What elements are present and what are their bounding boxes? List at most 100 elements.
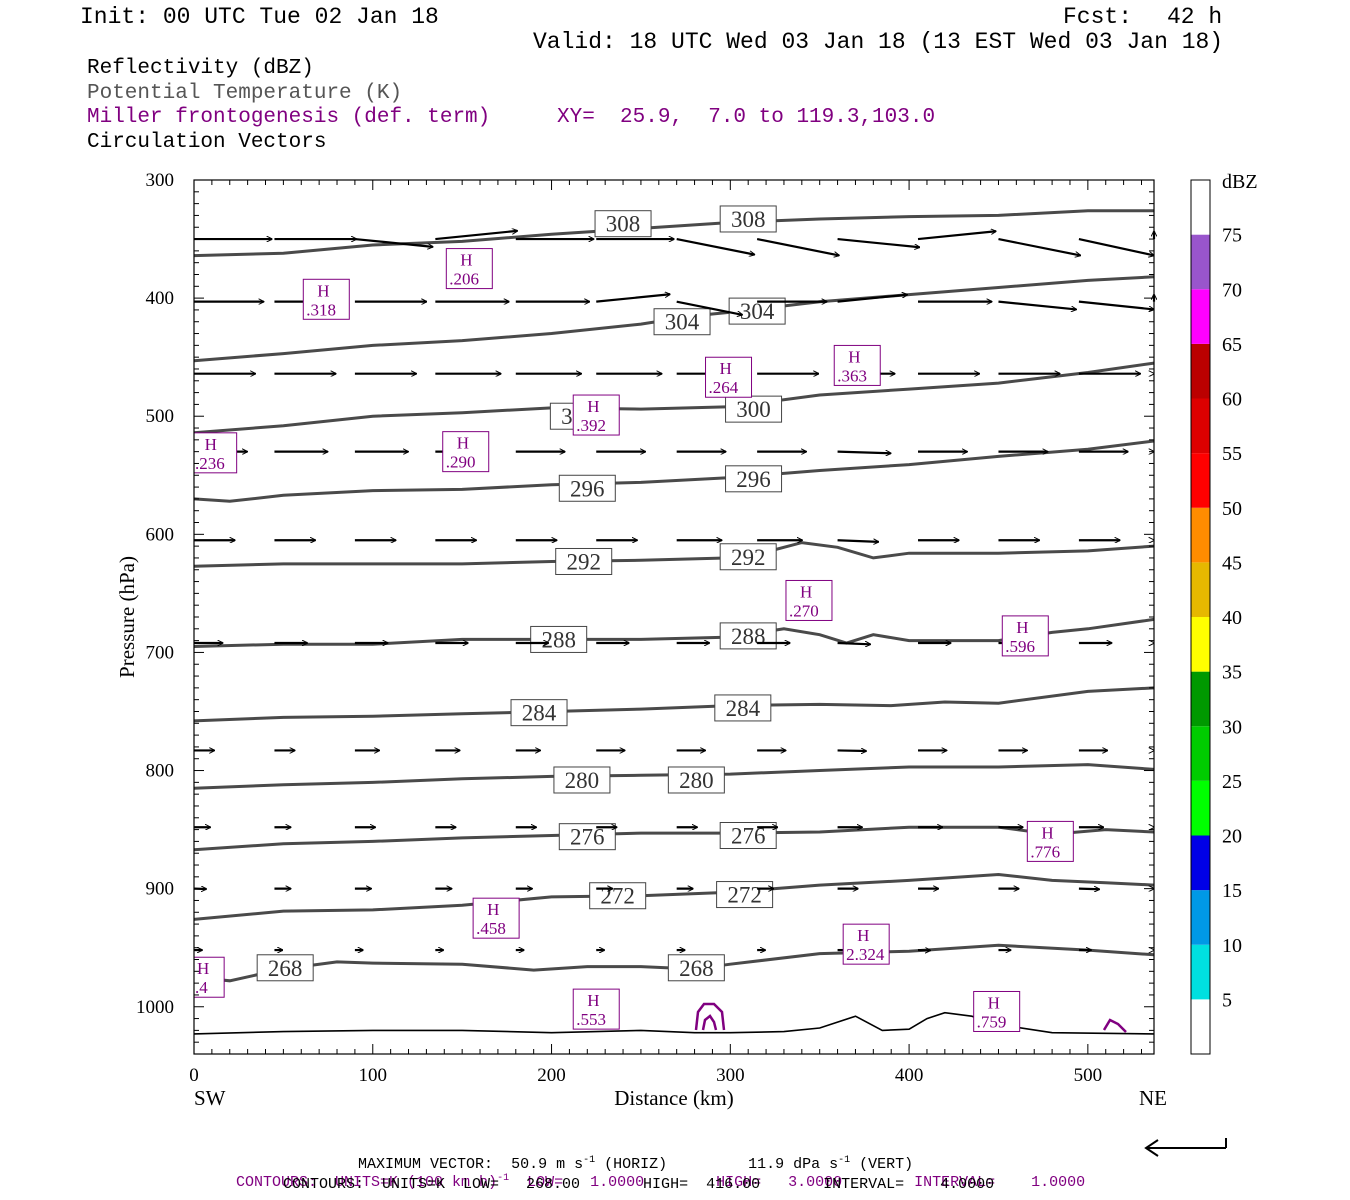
surface-contour: [1102, 1018, 1127, 1033]
fronto-contour-exp: -1: [497, 1173, 510, 1184]
theta-label: 284: [522, 701, 557, 726]
colorbar-label: 30: [1222, 716, 1242, 738]
x-tick-label: 200: [537, 1065, 566, 1086]
max-vector-vert-exp: -1: [838, 1155, 851, 1166]
colorbar-swatch: [1191, 780, 1210, 836]
theta-label-box: [716, 881, 774, 909]
fronto-max-value: .264: [709, 378, 739, 397]
fronto-contour-units: CONTOURS: UNITS=K (100 km h): [236, 1174, 498, 1191]
y-tick-label: 800: [146, 761, 175, 782]
fronto-max-marker: H: [317, 281, 329, 300]
fronto-max-marker: H: [988, 993, 1000, 1012]
max-vector-vert: 11.9 dPa s: [748, 1156, 839, 1173]
circulation-vector: [998, 237, 1080, 255]
theta-label: 296: [570, 476, 605, 501]
theta-label-box: [256, 954, 314, 982]
fronto-max-marker: H: [1016, 618, 1028, 637]
circulation-vector: [676, 237, 755, 255]
y-tick-label: 700: [146, 642, 175, 663]
theta-label-box: [558, 474, 616, 502]
valid-time: Valid: 18 UTC Wed 03 Jan 18 (13 EST Wed …: [533, 29, 1224, 55]
theta-label: 300: [736, 397, 771, 422]
fronto-max-value: .236: [195, 454, 225, 473]
dbz-colorbar: 5 10 15 20 25 30 35 40 45 50 55 60 65 70 75 dBZ: [1190, 171, 1258, 1055]
circulation-vector: [756, 237, 839, 255]
fronto-max-marker: H: [457, 434, 469, 453]
fronto-max-box: [785, 579, 833, 621]
colorbar-label: 50: [1222, 498, 1242, 520]
y-axis-label: Pressure (hPa): [115, 556, 139, 678]
circulation-vector: [837, 750, 867, 751]
theta-label: 268: [679, 956, 714, 981]
theta-label-box: [714, 694, 772, 722]
colorbar-swatch: [1191, 999, 1210, 1054]
colorbar-unit: dBZ: [1222, 171, 1258, 193]
theta-label-box: [530, 625, 588, 653]
legend-circulation-vectors: Circulation Vectors: [87, 131, 327, 154]
circulation-vector: [837, 540, 879, 542]
circulation-vector: [1078, 237, 1154, 255]
fronto-max-value: .596: [1005, 637, 1035, 656]
colorbar-label: 65: [1222, 334, 1242, 356]
max-vector-label: MAXIMUM VECTOR:: [358, 1156, 494, 1173]
legend-potential-temperature: Potential Temperature (K): [87, 82, 403, 105]
theta-contour-line: [193, 541, 1155, 568]
fronto-max-box: [833, 344, 881, 386]
max-vector-line: MAXIMUM VECTOR: 50.9 m s-1 (HORIZ) 11.9 …: [340, 1141, 913, 1173]
theta-label-box: [653, 308, 711, 336]
theta-label: 272: [727, 883, 762, 908]
forecast-hours: 42 h: [1167, 4, 1223, 30]
fronto-max-box: [705, 356, 753, 398]
fronto-contour-info: CONTOURS: UNITS=K (100 km h)-1 LOW= 1.00…: [218, 1159, 1085, 1191]
circulation-vector: [435, 231, 517, 241]
colorbar-label: 10: [1222, 935, 1242, 957]
fronto-max-marker: H: [587, 397, 599, 416]
circulation-vector: [1078, 889, 1100, 890]
surface-contour: [694, 1002, 726, 1031]
surface-contour: [701, 1014, 718, 1031]
fronto-max-box: [842, 923, 890, 965]
theta-label-box: [553, 766, 611, 794]
fronto-max-value: .776: [1030, 842, 1060, 861]
theta-label: 268: [268, 956, 303, 981]
theta-label: 308: [606, 212, 641, 237]
max-vector-horiz-exp: -1: [583, 1155, 596, 1166]
y-tick-label: 600: [146, 524, 175, 545]
fronto-max-marker: H: [205, 435, 217, 454]
colorbar-label: 45: [1222, 552, 1242, 574]
theta-contour-line: [193, 209, 1154, 258]
theta-label-box: [594, 210, 652, 238]
colorbar-swatch: [1191, 180, 1210, 235]
init-time: Init: 00 UTC Tue 02 Jan 18: [80, 4, 439, 30]
fronto-max-box: [973, 990, 1021, 1032]
circulation-vector: [998, 300, 1076, 310]
fronto-max-marker: H: [487, 900, 499, 919]
fronto-max-marker: H: [800, 582, 812, 601]
colorbar-swatch: [1191, 726, 1210, 781]
colorbar-label: 60: [1222, 389, 1242, 411]
circulation-vector: [837, 237, 920, 247]
colorbar-swatch: [1191, 507, 1210, 563]
fronto-max-marker: H: [197, 959, 209, 978]
theta-label: 308: [731, 207, 766, 232]
y-tick-label: 400: [146, 288, 175, 309]
circulation-vector: [837, 295, 908, 303]
forecast-label: Fcst:: [1063, 4, 1133, 30]
colorbar-swatch: [1191, 562, 1210, 617]
reference-vector: [1144, 1138, 1227, 1157]
colorbar-swatch: [1191, 398, 1210, 454]
theta-label: 304: [665, 310, 700, 335]
colorbar-swatch: [1191, 453, 1210, 508]
theta-label: 288: [541, 627, 576, 652]
fronto-max-value: .318: [306, 300, 336, 319]
theta-contours: 3083083043043003002962962922922882882842…: [193, 205, 1155, 983]
theta-contour-info: CONTOURS: UNITS=K LOW= 268.00 HIGH= 416.…: [283, 1176, 995, 1193]
colorbar-frame: [1190, 179, 1211, 1055]
x-axis-label: Distance (km): [614, 1086, 734, 1110]
fronto-max-value: .759: [977, 1012, 1007, 1031]
theta-label-box: [589, 882, 647, 910]
theta-label-box: [719, 543, 777, 571]
theta-label: 288: [731, 624, 766, 649]
fronto-max-value: .290: [446, 453, 476, 472]
theta-label-box: [725, 465, 783, 493]
